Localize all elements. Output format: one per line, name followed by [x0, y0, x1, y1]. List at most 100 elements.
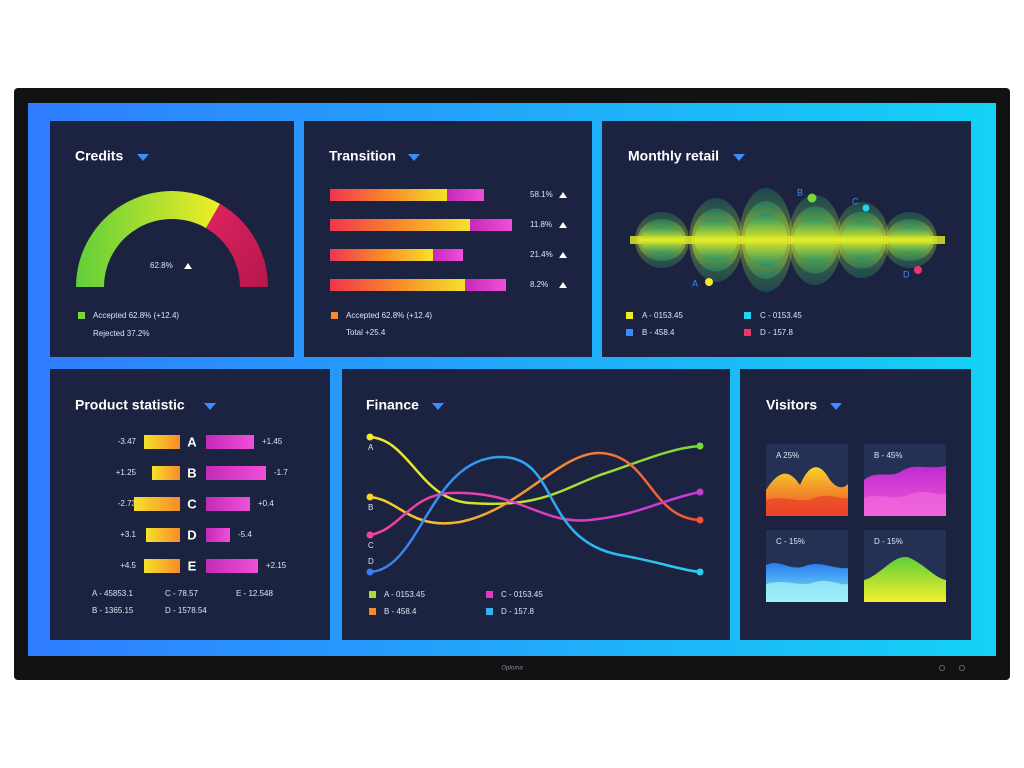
- tile-area: [766, 580, 848, 602]
- up-arrow: [559, 252, 567, 258]
- legend-swatch: [744, 312, 751, 319]
- point-label: B: [797, 187, 803, 197]
- legend-swatch: [78, 312, 85, 319]
- wave-layer: [840, 221, 884, 259]
- stat-left: +4.5: [120, 561, 136, 570]
- stat-bar: [206, 435, 254, 449]
- legend-text: D - 157.8: [760, 328, 793, 337]
- bar: [433, 249, 463, 261]
- line: [369, 435, 701, 506]
- bar: [465, 279, 506, 291]
- bar: [330, 249, 433, 261]
- gauge-rejected: [206, 203, 268, 287]
- line-dot: [366, 568, 374, 576]
- point: [705, 278, 713, 286]
- legend-text: Total +25.4: [346, 328, 386, 337]
- gauge-label: 62.8%: [150, 261, 173, 270]
- legend-text: Rejected 37.2%: [93, 329, 149, 338]
- row-value: 21.4%: [530, 250, 553, 259]
- stat-bar: [134, 497, 180, 511]
- line-dot: [366, 493, 374, 501]
- line: [369, 455, 701, 574]
- stat-rows: -3.47 A +1.45 +1.25 B -1.7 -2.73 C +0.4 +3.1 D -5.4…: [116, 434, 289, 573]
- bar: [447, 189, 484, 201]
- stat-bar: [144, 559, 180, 573]
- dropdown[interactable]: [137, 154, 149, 161]
- stat-right: +0.4: [258, 499, 274, 508]
- stat-label: D: [187, 527, 196, 542]
- legend-swatch: [486, 608, 493, 615]
- line-label: A: [368, 443, 374, 452]
- legend-text: C - 0153.45: [501, 590, 543, 599]
- wave-layer: [694, 219, 738, 261]
- button[interactable]: [959, 665, 965, 671]
- legend-swatch: [626, 329, 633, 336]
- tile-label: B - 45%: [874, 451, 902, 460]
- up-arrow: [559, 222, 567, 228]
- legend-text: D - 157.8: [501, 607, 534, 616]
- stat-bar: [206, 497, 250, 511]
- stat-label: E: [188, 558, 197, 573]
- row-value: 8.2%: [530, 280, 548, 289]
- panel-title: Monthly retail: [628, 148, 719, 164]
- row-value: 58.1%: [530, 190, 553, 199]
- stat-left: +3.1: [120, 530, 136, 539]
- legend-swatch: [331, 312, 338, 319]
- legend-swatch: [369, 591, 376, 598]
- bar: [470, 219, 512, 231]
- stat-right: -1.7: [274, 468, 288, 477]
- button[interactable]: [939, 665, 945, 671]
- stat-left: -3.47: [118, 437, 137, 446]
- legend-text: A - 0153.45: [384, 590, 425, 599]
- line: [369, 490, 701, 537]
- bar: [330, 219, 470, 231]
- legend-text: Accepted 62.8% (+12.4): [346, 311, 432, 320]
- up-arrow: [559, 192, 567, 198]
- wave-layer: [888, 226, 932, 254]
- dropdown[interactable]: [733, 154, 745, 161]
- legend-text: C - 0153.45: [760, 311, 802, 320]
- point-label: C: [852, 196, 859, 206]
- wave-layer: [793, 217, 837, 263]
- dropdown[interactable]: [830, 403, 842, 410]
- line-label: D: [368, 557, 374, 566]
- line-dot: [696, 568, 704, 576]
- total-text: B - 1365.15: [92, 606, 134, 615]
- stat-bar: [206, 559, 258, 573]
- stat-bar: [206, 528, 230, 542]
- point: [914, 266, 922, 274]
- stat-right: -5.4: [238, 530, 252, 539]
- point: [862, 204, 870, 212]
- legend-text: Accepted 62.8% (+12.4): [93, 311, 179, 320]
- stat-bar: [144, 435, 180, 449]
- stat-bar: [146, 528, 180, 542]
- panel-title: Visitors: [766, 397, 817, 413]
- line-dot: [696, 488, 704, 496]
- panel-title: Credits: [75, 148, 123, 164]
- brand-logo: Optoma: [501, 666, 523, 672]
- dropdown[interactable]: [408, 154, 420, 161]
- bar: [330, 189, 447, 201]
- line-dot: [366, 433, 374, 441]
- stat-bar: [152, 466, 180, 480]
- legend-swatch: [486, 591, 493, 598]
- up-arrow: [559, 282, 567, 288]
- legend-swatch: [744, 329, 751, 336]
- gauge-accepted: [76, 191, 220, 287]
- total-text: E - 12.548: [236, 589, 273, 598]
- total-text: A - 45853.1: [92, 589, 133, 598]
- point-label: D: [903, 269, 910, 279]
- stat-label: C: [187, 496, 197, 511]
- wave-layer: [640, 226, 684, 254]
- legend-text: B - 458.4: [384, 607, 417, 616]
- point-label: A: [692, 278, 698, 288]
- dropdown[interactable]: [432, 403, 444, 410]
- legend-text: A - 0153.45: [642, 311, 683, 320]
- dropdown[interactable]: [204, 403, 216, 410]
- total-text: C - 78.57: [165, 589, 198, 598]
- tile-area: [864, 557, 946, 602]
- stat-left: -2.73: [118, 499, 137, 508]
- total-text: D - 1578.54: [165, 606, 207, 615]
